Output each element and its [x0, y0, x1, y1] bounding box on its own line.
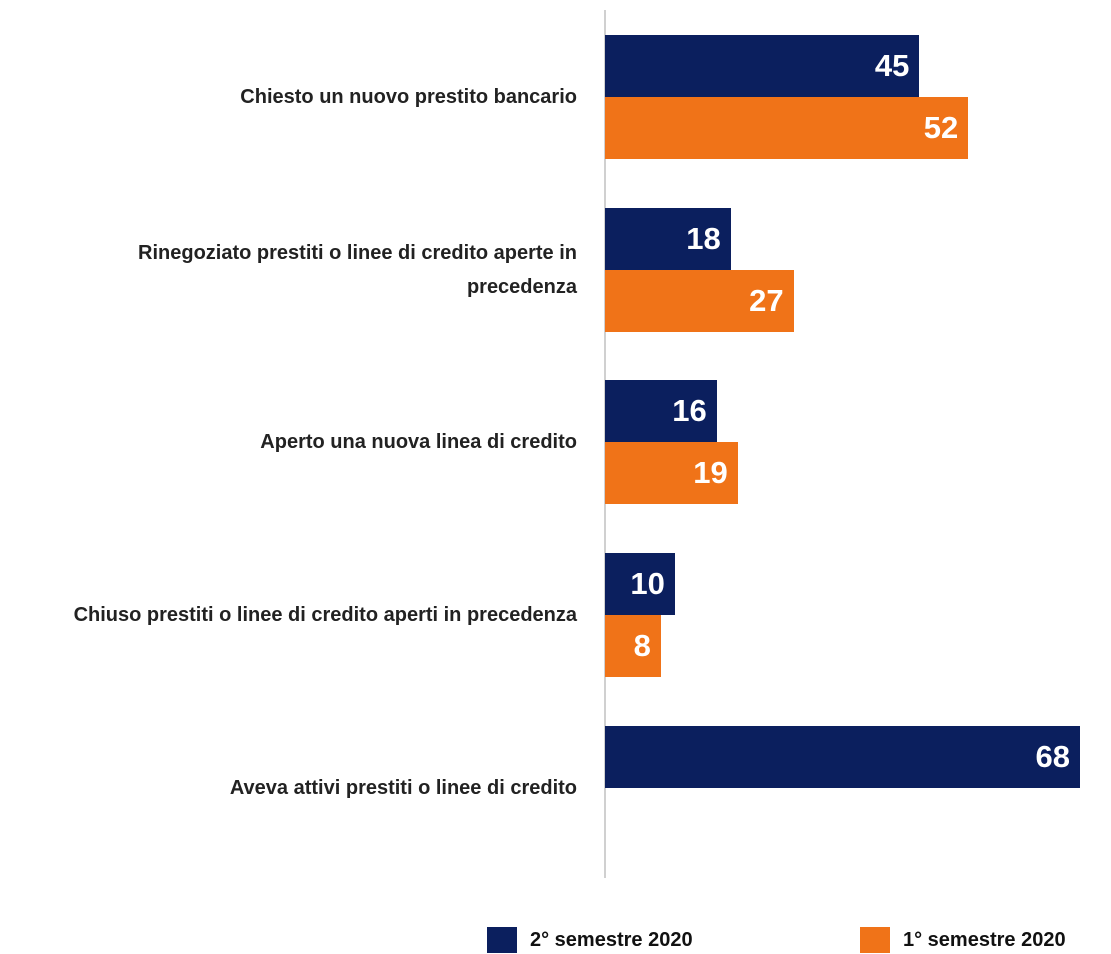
legend-swatch: [487, 927, 517, 953]
value-label: 16: [672, 393, 707, 429]
value-label: 27: [749, 282, 784, 318]
value-label: 52: [923, 110, 959, 145]
bar: [605, 615, 661, 678]
category-label: Chiesto un nuovo prestito bancario: [240, 86, 577, 108]
category-label: Aperto una nuova linea di credito: [260, 431, 577, 454]
legend-label: 1° semestre 2020: [903, 929, 1066, 951]
bar: [605, 442, 738, 505]
value-label: 8: [633, 628, 651, 664]
bar: [605, 35, 920, 97]
value-label: 19: [693, 455, 728, 491]
bar: [605, 553, 675, 616]
bar: [605, 269, 794, 332]
bar: [605, 207, 731, 270]
category-label: Rinegoziato prestiti o linee di credito …: [138, 241, 577, 298]
value-label: 45: [874, 48, 910, 83]
value-label: 68: [1035, 738, 1070, 774]
legend-swatch: [860, 927, 890, 953]
bar: [605, 380, 717, 443]
bar: [605, 97, 969, 159]
bar: [605, 725, 1080, 788]
legend-label: 2° semestre 2020: [530, 929, 693, 951]
category-label: Chiuso prestiti o linee di credito apert…: [73, 604, 577, 627]
category-label: Aveva attivi prestiti o linee di credito: [229, 776, 577, 799]
value-label: 10: [630, 566, 665, 602]
value-label: 18: [686, 220, 721, 256]
